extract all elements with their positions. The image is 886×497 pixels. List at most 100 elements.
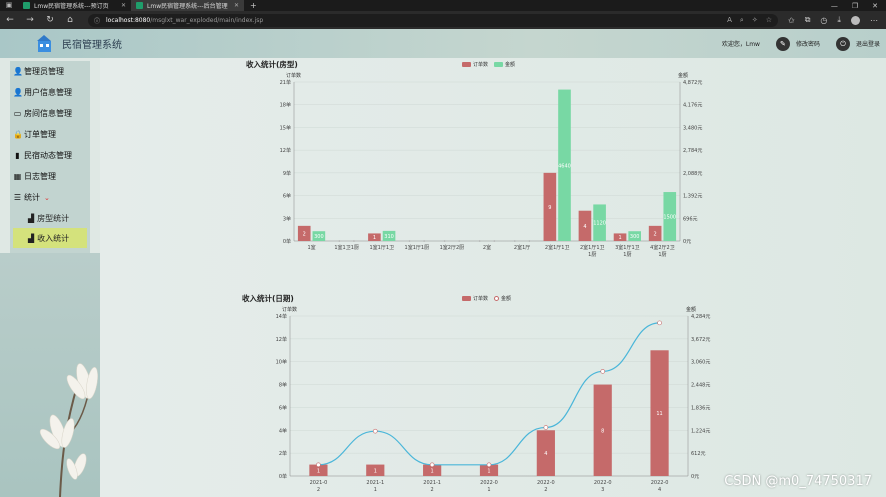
right-tick-label: 612元 <box>691 451 706 457</box>
sidebar-subitem-roomtype-stats[interactable]: ▟ 房型统计 <box>10 208 90 228</box>
extension-icon[interactable]: ✧ <box>751 15 758 24</box>
decorative-flower-image <box>0 253 100 497</box>
right-axis-label: 金额 <box>686 306 696 313</box>
right-axis-label: 金额 <box>678 72 688 79</box>
legend-item-amount[interactable]: 金额 <box>494 61 515 68</box>
sidebar-item-users[interactable]: 👤 用户信息管理 <box>10 82 90 103</box>
point-amount <box>429 462 435 468</box>
logout-link[interactable]: 退出登录 <box>855 41 880 48</box>
url-input[interactable]: ⓘ localhost:8080/msglxt_war_exploded/mai… <box>88 13 778 27</box>
left-tick-label: 10单 <box>276 359 287 366</box>
sidebar-item-label: 日志管理 <box>24 172 56 181</box>
user-icon: 👤 <box>13 88 23 97</box>
favorites-icon[interactable]: ✩ <box>788 15 795 25</box>
sidebar-item-label: 管理员管理 <box>24 67 64 76</box>
change-password-link[interactable]: 修改密码 <box>795 41 820 48</box>
point-amount <box>600 369 606 374</box>
sidebar-item-label: 民宿动态管理 <box>24 151 72 160</box>
calendar-icon: ▦ <box>13 172 22 181</box>
window-menu-icon[interactable]: ▣ <box>5 1 13 9</box>
left-tick-label: 0单 <box>283 238 291 245</box>
legend-item-orders[interactable]: 订单数 <box>462 61 488 68</box>
zoom-icon[interactable]: ⌕ <box>739 15 744 24</box>
watermark: CSDN @m0_74750317 <box>724 474 872 489</box>
data-label-orders: 9 <box>548 205 551 211</box>
left-tick-label: 4单 <box>279 427 287 434</box>
right-tick-label: 0元 <box>683 239 691 245</box>
bar-orders <box>366 464 385 476</box>
home-icon[interactable]: ⌂ <box>67 15 73 25</box>
sidebar-item-rooms[interactable]: ▭ 房间信息管理 <box>10 103 90 124</box>
lock-icon: 🔒 <box>13 130 23 139</box>
profile-icon[interactable] <box>850 15 860 25</box>
back-icon[interactable]: ← <box>6 15 14 25</box>
close-window-icon[interactable]: ✕ <box>872 1 878 10</box>
sidebar: 👤 管理员管理 👤 用户信息管理 ▭ 房间信息管理 🔒 订单管理 ▮ 民宿动态管理 ▦ 日志… <box>10 61 90 253</box>
x-tick-label: 2室1厅1卫 <box>545 244 570 251</box>
chevron-down-icon: ⌄ <box>44 193 50 202</box>
url-host: localhost:8080 <box>106 16 151 24</box>
bar-orders <box>338 240 341 242</box>
sidebar-subitem-income-stats[interactable]: ▟ 收入统计 <box>13 228 87 248</box>
pencil-icon[interactable]: ✎ <box>775 36 790 51</box>
x-tick-label: 4 <box>658 487 661 493</box>
favorite-icon[interactable]: ☆ <box>765 15 772 24</box>
x-tick-label: 2室 <box>483 244 491 251</box>
sidebar-item-orders[interactable]: 🔒 订单管理 <box>10 124 90 145</box>
x-tick-label: 4室2厅2卫 <box>650 244 675 251</box>
bar-orders <box>650 350 669 476</box>
history-icon[interactable]: ◷ <box>820 15 828 25</box>
sidebar-item-logs[interactable]: ▦ 日志管理 <box>10 166 90 187</box>
bar-orders <box>479 464 499 476</box>
favicon-icon <box>136 2 143 9</box>
bar-orders <box>613 233 627 241</box>
minimize-icon[interactable]: — <box>830 1 838 10</box>
bar-amount <box>423 240 425 242</box>
x-tick-label: 2室1厅1卫 <box>580 244 605 251</box>
more-icon[interactable]: ⋯ <box>869 15 878 25</box>
logout-icon[interactable]: ⏻ <box>835 36 850 51</box>
right-tick-label: 4,284元 <box>691 314 710 320</box>
read-aloud-icon[interactable]: A <box>727 15 732 24</box>
data-label-orders: 11 <box>656 411 662 417</box>
data-label-orders: 8 <box>601 428 604 434</box>
right-tick-label: 1,836元 <box>691 405 710 411</box>
x-tick-label: 2021-0 <box>310 480 328 486</box>
sidebar-item-stats[interactable]: ☰ 统计 ⌄ <box>10 187 90 208</box>
close-icon[interactable]: ✕ <box>120 2 126 9</box>
reload-icon[interactable]: ↻ <box>46 15 54 25</box>
point-amount <box>316 462 321 468</box>
collections-icon[interactable]: ⧉ <box>804 15 811 24</box>
legend-item-amount[interactable]: 金额 <box>494 295 511 302</box>
point-amount <box>372 428 378 434</box>
income-by-date-chart: 订单数 金额 0单 0元 2单 612元 4单 1,224元 6单 1,836元 8单 2,448元 1… <box>276 306 711 493</box>
sidebar-item-admin[interactable]: 👤 管理员管理 <box>10 61 90 82</box>
data-label-orders: 1 <box>431 468 434 474</box>
left-tick-label: 6单 <box>279 404 287 411</box>
info-icon[interactable]: ⓘ <box>94 17 101 25</box>
left-tick-label: 8单 <box>279 382 287 389</box>
bar-orders <box>309 464 328 476</box>
forward-icon[interactable]: → <box>26 15 34 25</box>
browser-tab-admin[interactable]: Lmw民宿管理系统---后台管理 ✕ <box>131 0 244 11</box>
new-tab-icon[interactable]: + <box>250 1 257 10</box>
right-tick-label: 3,672元 <box>691 337 710 343</box>
restore-icon[interactable]: ❐ <box>851 1 859 10</box>
x-tick-label: 1室 <box>307 244 315 251</box>
browser-tab-booking[interactable]: Lmw民宿管理系统---预订页 ✕ <box>18 0 131 11</box>
bar-orders <box>513 240 516 242</box>
x-tick-label: 3 <box>601 487 604 493</box>
bar-chart-icon: ▟ <box>28 213 35 223</box>
x-tick-label: 1室2厅2厨 <box>440 244 465 251</box>
download-icon[interactable]: ⤓ <box>837 15 841 24</box>
right-tick-label: 696元 <box>683 216 698 222</box>
legend-item-orders[interactable]: 订单数 <box>462 295 488 302</box>
browser-tab-bar: ▣ Lmw民宿管理系统---预订页 ✕ Lmw民宿管理系统---后台管理 ✕ +… <box>0 0 886 11</box>
close-icon[interactable]: ✕ <box>233 2 239 9</box>
data-label-amount: 300 <box>314 234 324 240</box>
welcome-text: 欢迎您，Lmw <box>721 41 760 48</box>
book-icon: ▮ <box>15 151 20 160</box>
sidebar-item-news[interactable]: ▮ 民宿动态管理 <box>10 145 90 166</box>
income-by-roomtype-chart: 订单数 金额 0单 0元 3单 696元 6单 1,392元 9单 2,088元 12单 2,784元… <box>280 72 703 258</box>
left-tick-label: 21单 <box>280 79 291 86</box>
